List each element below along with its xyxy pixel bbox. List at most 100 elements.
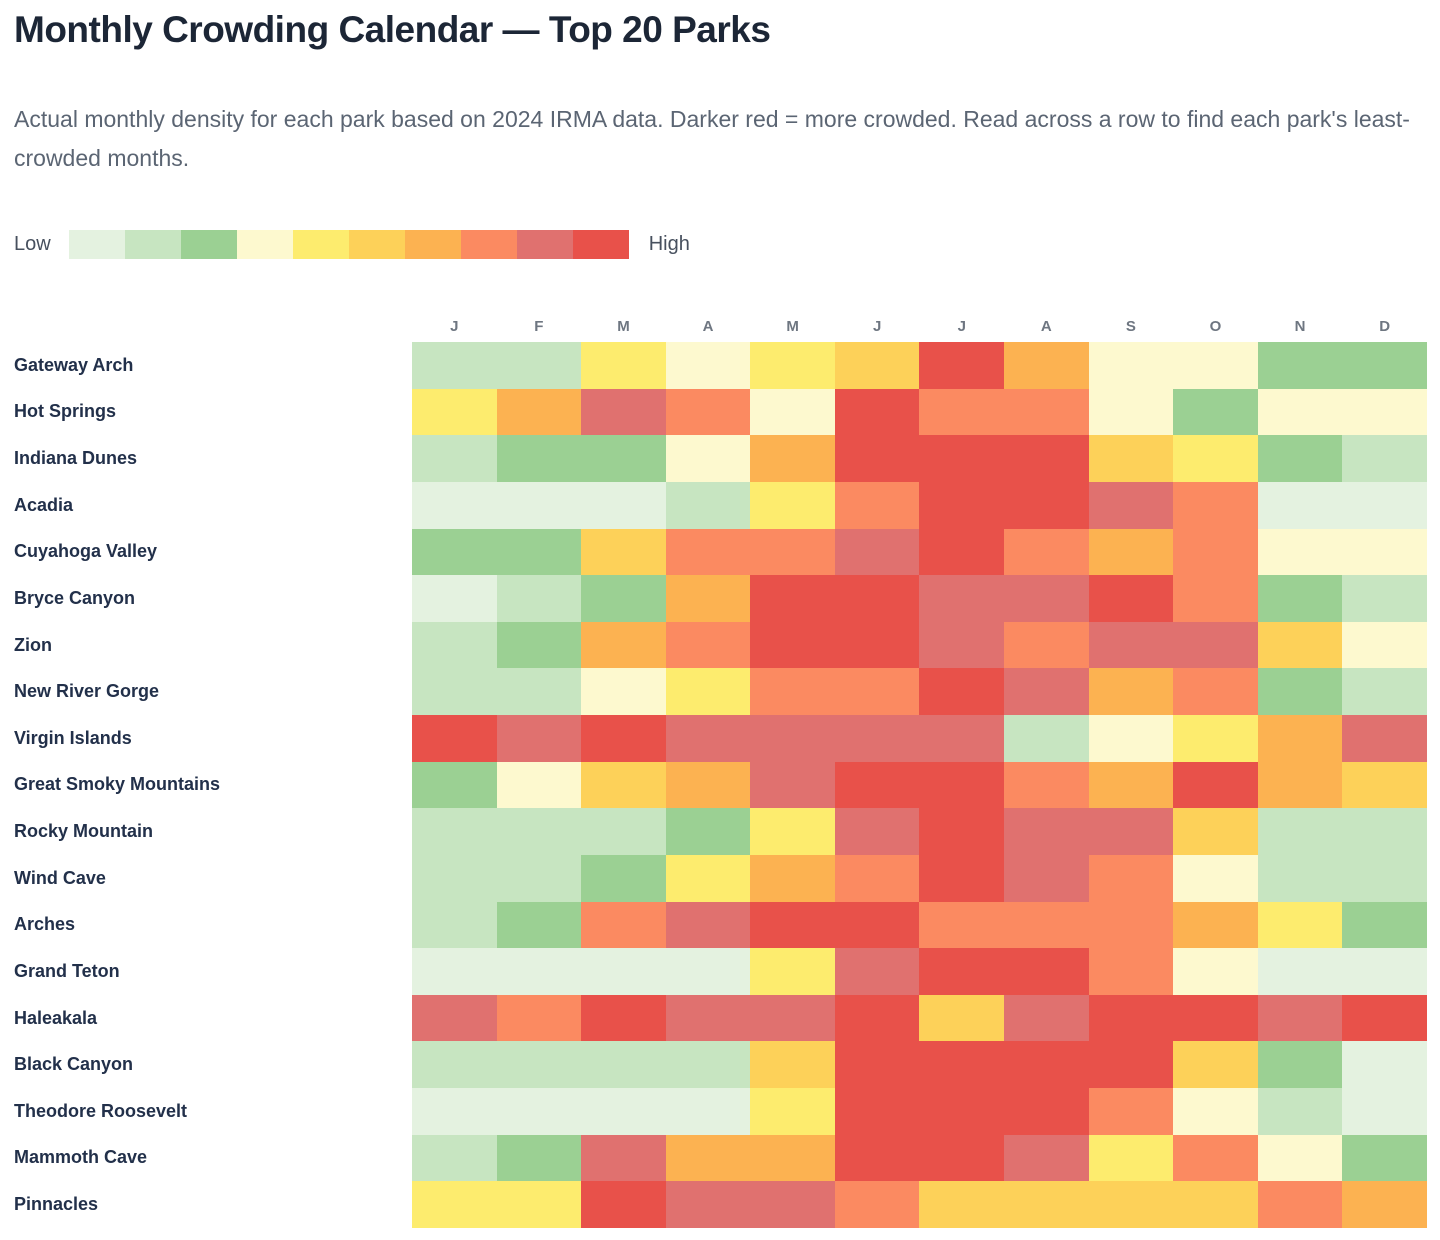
heatmap-cell	[581, 715, 666, 762]
heatmap-cell	[1342, 575, 1427, 622]
heatmap-cell	[1088, 761, 1174, 809]
heatmap-cell	[665, 388, 751, 436]
heatmap-cell	[665, 1134, 751, 1182]
heatmap-cell	[1088, 1041, 1174, 1088]
heatmap-cell	[1088, 528, 1174, 576]
heatmap-cell	[919, 1041, 1005, 1088]
heatmap-cell	[412, 342, 497, 389]
heatmap-cell	[412, 1134, 497, 1182]
heatmap-cell	[1342, 1041, 1427, 1088]
park-row-label: Zion	[14, 634, 52, 655]
heatmap-cell	[1004, 342, 1089, 389]
park-row-label: Bryce Canyon	[14, 587, 136, 608]
legend-swatch-level-6	[348, 230, 405, 259]
heatmap-cell	[496, 342, 582, 389]
legend-swatch-level-1	[68, 230, 125, 259]
heatmap-cell	[665, 761, 751, 809]
heatmap-cell	[1173, 1088, 1258, 1135]
heatmap-cell	[665, 575, 751, 622]
heatmap-cell	[834, 621, 920, 669]
month-header-5: M	[786, 317, 799, 335]
heatmap-cell	[750, 761, 835, 809]
park-row-label: Black Canyon	[14, 1054, 134, 1075]
heatmap-cell	[412, 808, 497, 855]
heatmap-cell	[1004, 1088, 1089, 1135]
legend-swatch-level-3	[180, 230, 237, 259]
heatmap-cell	[412, 901, 497, 949]
month-header-7: J	[957, 317, 966, 335]
heatmap-cell	[1004, 435, 1089, 482]
heatmap-cell	[581, 528, 666, 576]
heatmap-cell	[581, 808, 666, 855]
heatmap-cell	[834, 1088, 920, 1135]
park-row-label: Theodore Roosevelt	[14, 1100, 188, 1121]
heatmap-cell	[665, 901, 751, 949]
heatmap-cell	[496, 481, 582, 529]
heatmap-cell	[1088, 435, 1174, 482]
heatmap-cell	[1342, 901, 1427, 949]
month-header-12: D	[1379, 317, 1391, 335]
heatmap-cell	[496, 1041, 582, 1088]
heatmap-cell	[919, 668, 1005, 715]
legend-low-label: Low	[14, 233, 51, 255]
heatmap-cell	[412, 854, 497, 902]
heatmap-cell	[1342, 481, 1427, 529]
heatmap-cell	[665, 528, 751, 576]
heatmap-cell	[1004, 481, 1089, 529]
heatmap-cell	[496, 901, 582, 949]
heatmap-cell	[834, 854, 920, 902]
heatmap-cell	[750, 715, 835, 762]
heatmap-cell	[834, 342, 920, 389]
legend-swatch-level-7	[404, 230, 461, 259]
heatmap-cell	[1257, 435, 1343, 482]
heatmap-cell	[919, 1088, 1005, 1135]
heatmap-cell	[1173, 621, 1258, 669]
park-row-label: Hot Springs	[14, 401, 116, 422]
legend-gradient-bar	[68, 230, 629, 259]
heatmap-cell	[919, 948, 1005, 995]
heatmap-cell	[496, 575, 582, 622]
heatmap-cell	[919, 715, 1005, 762]
park-row-label: Acadia	[14, 494, 74, 515]
park-row-label: Gateway Arch	[14, 354, 134, 375]
heatmap-cell	[834, 1041, 920, 1088]
heatmap-cell	[1342, 808, 1427, 855]
heatmap-cell	[1088, 948, 1174, 995]
heatmap-cell	[1173, 854, 1258, 902]
heatmap-cell	[1088, 342, 1174, 389]
heatmap-cell	[1088, 621, 1174, 669]
heatmap-cell	[412, 388, 497, 436]
heatmap-cell	[750, 435, 835, 482]
heatmap-cell	[665, 435, 751, 482]
heatmap-cell	[1088, 808, 1174, 855]
heatmap-cell	[1257, 854, 1343, 902]
heatmap-cell	[1088, 854, 1174, 902]
heatmap-cell	[1257, 668, 1343, 715]
park-row-label: Arches	[14, 914, 76, 935]
heatmap-cell	[750, 575, 835, 622]
heatmap-cell	[665, 994, 751, 1042]
heatmap-cell	[1173, 1181, 1258, 1228]
heatmap-cell	[581, 388, 666, 436]
heatmap-cell	[750, 1041, 835, 1088]
heatmap-cell	[750, 854, 835, 902]
heatmap-cell	[1257, 901, 1343, 949]
heatmap-cell	[581, 1181, 666, 1228]
heatmap-cell	[581, 621, 666, 669]
heatmap-cell	[1173, 481, 1258, 529]
heatmap-cell	[1173, 668, 1258, 715]
heatmap-cell	[1342, 854, 1427, 902]
heatmap-cell	[1257, 994, 1343, 1042]
heatmap-cell	[919, 854, 1005, 902]
heatmap-cell	[919, 435, 1005, 482]
heatmap-cell	[1088, 668, 1174, 715]
heatmap-cell	[665, 715, 751, 762]
heatmap-cell	[919, 388, 1005, 436]
heatmap-cell	[581, 1088, 666, 1135]
heatmap-cell	[665, 808, 751, 855]
legend-swatch-level-4	[236, 230, 293, 259]
month-header-3: M	[617, 317, 630, 335]
month-header-2: F	[534, 317, 544, 335]
heatmap-cell	[1342, 342, 1427, 389]
heatmap-cell	[581, 342, 666, 389]
